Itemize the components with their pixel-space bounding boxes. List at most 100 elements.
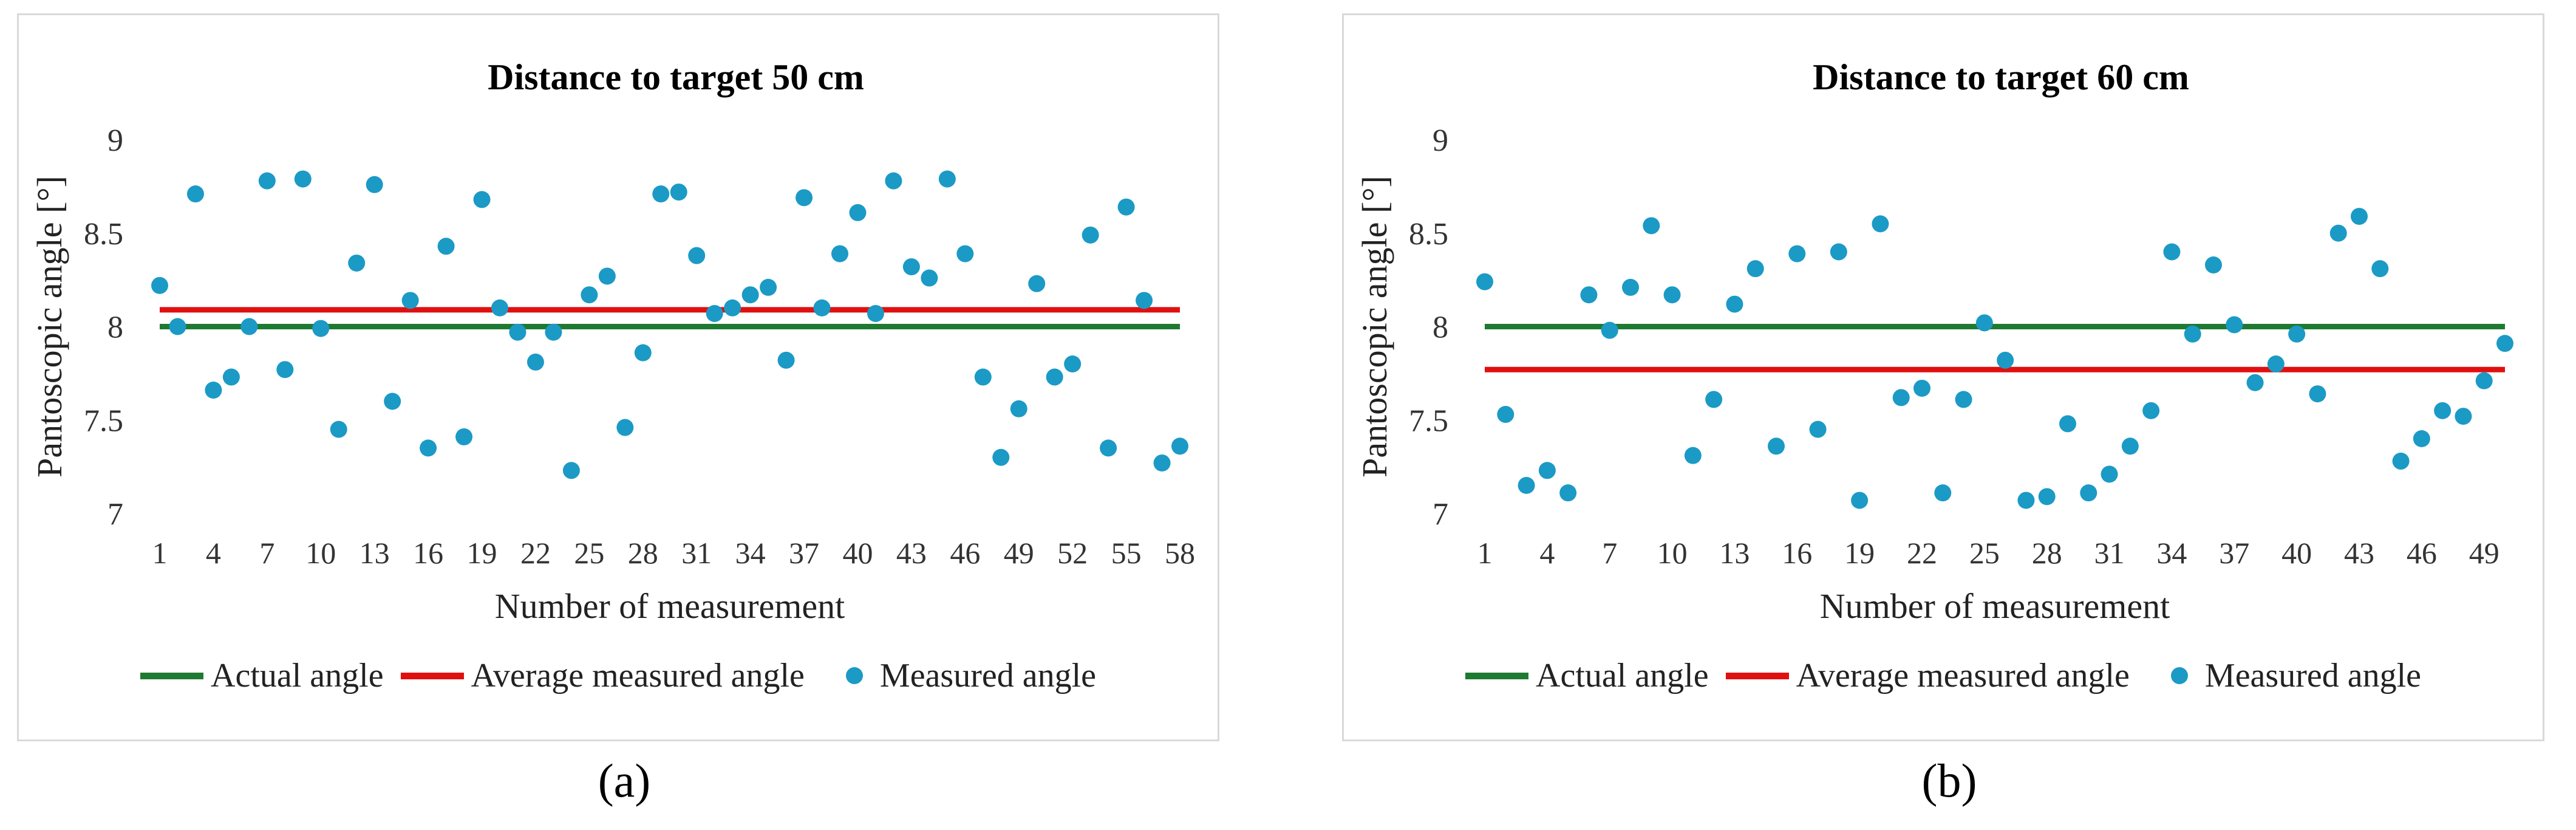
chart-a-point-36	[777, 351, 795, 369]
chart-b-point-40	[2288, 325, 2306, 343]
chart-a-xtick-14: 43	[896, 536, 927, 570]
chart-a-point-37	[796, 189, 813, 207]
chart-b-point-43	[2351, 208, 2368, 225]
chart-b-point-9	[1643, 217, 1660, 235]
legend-a-average: Average measured angle	[400, 656, 805, 695]
chart-b-xtick-12: 37	[2219, 536, 2249, 570]
legend-a-measured: Measured angle	[822, 656, 1096, 695]
chart-b-point-42	[2329, 224, 2347, 242]
chart-a-point-30	[670, 183, 687, 201]
chart-a-point-11	[330, 420, 347, 438]
chart-b-point-44	[2371, 260, 2389, 278]
legend-a-actual-swatch	[140, 672, 204, 679]
chart-a-point-41	[867, 304, 884, 322]
chart-a-point-35	[760, 278, 777, 296]
legend-b-actual-swatch	[1465, 672, 1529, 679]
chart-a-point-9	[294, 170, 312, 188]
chart-a-point-27	[616, 419, 634, 436]
chart-b-point-17	[1809, 420, 1827, 438]
legend-a-actual-label: Actual angle	[211, 657, 384, 695]
legend-a-measured-swatch	[845, 667, 863, 684]
chart-a-xtick-0: 1	[152, 536, 168, 570]
chart-b-point-8	[1622, 278, 1639, 296]
chart-a-point-32	[706, 304, 723, 322]
chart-b-xtick-7: 22	[1907, 536, 1937, 570]
chart-a-point-40	[849, 204, 867, 221]
chart-a-point-5	[222, 368, 240, 386]
chart-b-xtick-9: 28	[2032, 536, 2062, 570]
chart-b-xtick-1: 4	[1539, 536, 1555, 570]
chart-a-point-29	[652, 185, 670, 203]
chart-b-point-16	[1788, 245, 1806, 262]
chart-b-point-15	[1768, 437, 1785, 455]
chart-a-xtick-2: 7	[259, 536, 274, 570]
chart-b-xtick-0: 1	[1477, 536, 1493, 570]
chart-a-point-15	[401, 292, 419, 309]
chart-a-xtick-10: 31	[681, 536, 712, 570]
chart-a-point-3	[186, 185, 204, 203]
chart-b-point-50	[2496, 335, 2513, 352]
chart-a-point-47	[974, 368, 992, 386]
chart-b-point-38	[2246, 374, 2264, 391]
chart-b-point-5	[1559, 484, 1577, 502]
chart-a-xtick-13: 40	[842, 536, 873, 570]
chart-a-xtick-8: 25	[574, 536, 604, 570]
chart-a-point-53	[1082, 226, 1099, 244]
chart-b-point-22	[1913, 379, 1930, 397]
chart-a-point-2	[169, 318, 186, 335]
chart-a-point-45	[938, 170, 956, 188]
chart-b-point-21	[1892, 389, 1910, 406]
chart-a-xtick-16: 49	[1004, 536, 1034, 570]
chart-a-xlabel: Number of measurement	[495, 586, 845, 623]
chart-b-xtick-11: 34	[2156, 536, 2187, 570]
chart-a-point-57	[1153, 454, 1171, 472]
chart-a-point-51	[1046, 368, 1063, 386]
chart-a-point-12	[348, 254, 366, 272]
chart-a-xtick-7: 22	[520, 536, 551, 570]
chart-a-xtick-17: 52	[1057, 536, 1088, 570]
chart-b-title: Distance to target 60 cm	[1813, 57, 2189, 97]
chart-a-xtick-5: 16	[413, 536, 443, 570]
legend-b-actual: Actual angle	[1465, 656, 1709, 695]
chart-b-point-13	[1726, 295, 1743, 313]
chart-b-point-49	[2475, 372, 2493, 389]
chart-b-point-36	[2205, 256, 2222, 274]
chart-b-point-45	[2392, 452, 2410, 470]
chart-a-point-31	[688, 247, 706, 264]
chart-a-point-21	[509, 323, 526, 341]
chart-b-point-7	[1601, 321, 1618, 339]
chart-b-point-32	[2121, 437, 2139, 455]
chart-b-point-24	[1955, 391, 1972, 408]
chart-b-xtick-5: 16	[1782, 536, 1812, 570]
chart-b-ytick-0: 7	[1433, 497, 1448, 532]
chart-a-point-10	[312, 320, 330, 337]
chart-a-point-54	[1100, 439, 1117, 457]
chart-b-point-37	[2226, 316, 2243, 334]
chart-a-plot: Distance to target 50 cm 7 7.5 8 8.5 9 1 4 7 10 13…	[30, 57, 1195, 623]
chart-b-point-29	[2059, 415, 2076, 433]
chart-b-point-10	[1663, 286, 1681, 304]
chart-a-xtick-1: 4	[206, 536, 221, 570]
chart-b-point-12	[1705, 391, 1723, 408]
chart-b-point-39	[2267, 355, 2285, 372]
chart-b-point-4	[1538, 462, 1556, 479]
chart-b-xtick-10: 31	[2094, 536, 2125, 570]
chart-a-ytick-0: 7	[107, 497, 123, 532]
chart-a-title: Distance to target 50 cm	[488, 57, 864, 97]
chart-a-point-49	[1010, 400, 1027, 417]
chart-b-xtick-15: 46	[2407, 536, 2437, 570]
chart-b-point-11	[1684, 447, 1702, 464]
chart-a-point-33	[724, 299, 741, 317]
chart-a-point-50	[1028, 275, 1046, 292]
chart-a-point-56	[1136, 292, 1153, 309]
chart-b-point-28	[2038, 488, 2056, 506]
chart-a-point-1	[151, 276, 168, 294]
chart-b-plot: Distance to target 60 cm 7 7.5 8 8.5 9 1 4 7 10 13…	[1355, 57, 2513, 623]
chart-a-point-52	[1064, 355, 1082, 372]
chart-b-point-2	[1497, 406, 1515, 424]
chart-panel-a: Distance to target 50 cm 7 7.5 8 8.5 9 1 4 7 10 13…	[17, 13, 1219, 741]
chart-a-xtick-18: 55	[1111, 536, 1142, 570]
chart-b-point-20	[1872, 215, 1889, 233]
chart-a-xtick-19: 58	[1165, 536, 1195, 570]
chart-a-ytick-2: 8	[107, 310, 123, 345]
